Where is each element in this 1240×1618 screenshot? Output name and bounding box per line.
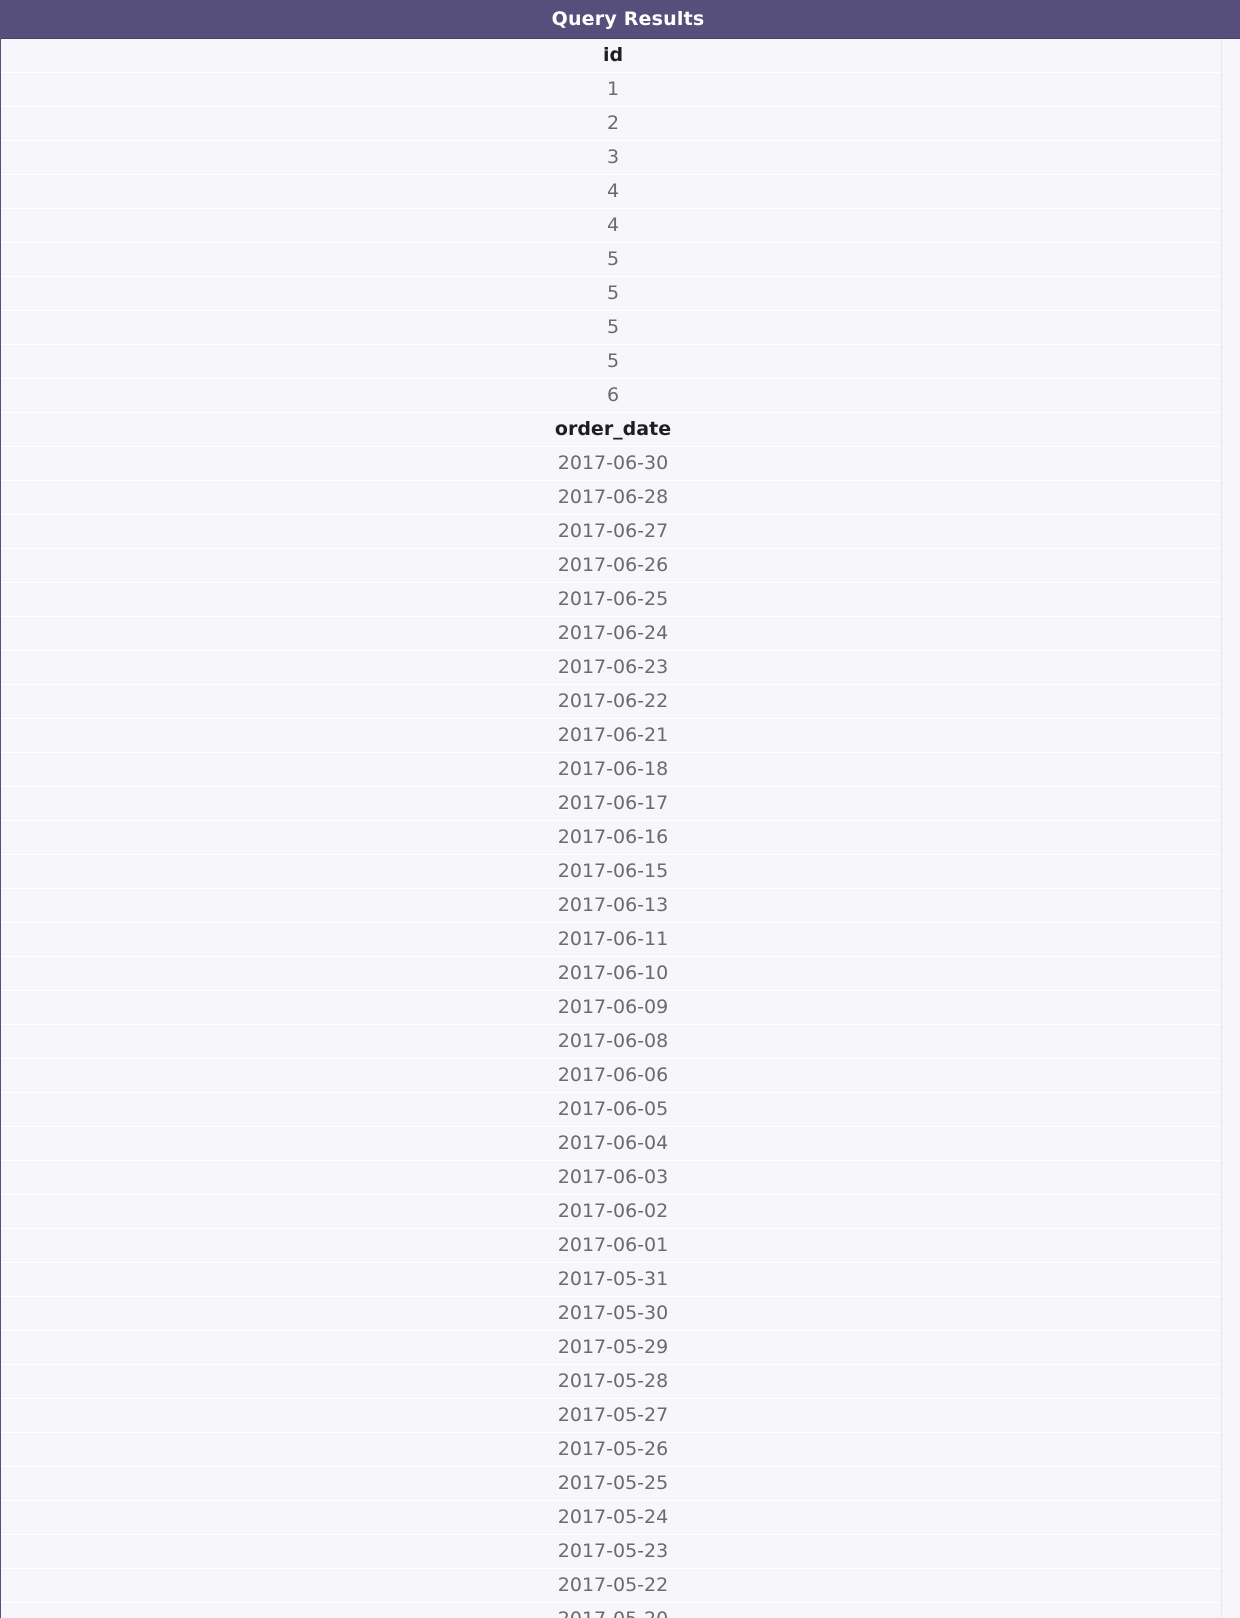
table-cell: 3: [0, 141, 1222, 175]
table-cell: 2017-06-27: [0, 515, 1222, 549]
table-cell: 2017-05-23: [0, 1535, 1222, 1569]
table-cell: 2017-06-28: [0, 481, 1222, 515]
results-title: Query Results: [551, 8, 705, 30]
table-cell: 2017-05-20: [0, 1603, 1222, 1618]
table-cell: 2017-06-04: [0, 1127, 1222, 1161]
table-cell: 2017-06-08: [0, 1025, 1222, 1059]
table-cell: 2017-05-26: [0, 1433, 1222, 1467]
table-cell: 5: [0, 345, 1222, 379]
table-cell: 2017-05-30: [0, 1297, 1222, 1331]
table-cell: 1: [0, 73, 1222, 107]
table-cell: 4: [0, 175, 1222, 209]
table-cell: 2017-06-18: [0, 753, 1222, 787]
table-cell: 2017-06-22: [0, 685, 1222, 719]
table-cell: 2017-06-24: [0, 617, 1222, 651]
table-cell: 2017-06-09: [0, 991, 1222, 1025]
table-cell: 2017-06-02: [0, 1195, 1222, 1229]
panel-left-border: [0, 0, 1, 1618]
table-cell: 5: [0, 277, 1222, 311]
table-cell: 5: [0, 311, 1222, 345]
table-cell: 2017-05-22: [0, 1569, 1222, 1603]
column-header-id: id: [0, 39, 1222, 73]
table-cell: 6: [0, 379, 1222, 413]
table-cell: 2017-06-03: [0, 1161, 1222, 1195]
table-cell: 2017-06-30: [0, 447, 1222, 481]
table-cell: 2017-06-13: [0, 889, 1222, 923]
table-cell: 2017-05-27: [0, 1399, 1222, 1433]
table-cell: 2017-06-11: [0, 923, 1222, 957]
table-cell: 2017-05-31: [0, 1263, 1222, 1297]
panel-right-border: [1221, 39, 1222, 1618]
table-cell: 2017-06-05: [0, 1093, 1222, 1127]
table-cell: 5: [0, 243, 1222, 277]
table-cell: 2017-05-28: [0, 1365, 1222, 1399]
table-cell: 2017-06-01: [0, 1229, 1222, 1263]
table-cell: 2017-06-16: [0, 821, 1222, 855]
table-cell: 2017-06-06: [0, 1059, 1222, 1093]
table-cell: 2: [0, 107, 1222, 141]
results-table: id 1 2 3 4 4 5 5 5 5 6 order_date 2017-06-30 2017-06-…: [0, 39, 1222, 1618]
table-cell: 2017-06-15: [0, 855, 1222, 889]
table-cell: 2017-06-17: [0, 787, 1222, 821]
table-cell: 2017-06-21: [0, 719, 1222, 753]
column-header-order-date: order_date: [0, 413, 1222, 447]
table-cell: 2017-06-10: [0, 957, 1222, 991]
table-cell: 2017-06-23: [0, 651, 1222, 685]
table-cell: 2017-06-25: [0, 583, 1222, 617]
table-cell: 4: [0, 209, 1222, 243]
table-cell: 2017-05-25: [0, 1467, 1222, 1501]
table-cell: 2017-05-24: [0, 1501, 1222, 1535]
table-cell: 2017-05-29: [0, 1331, 1222, 1365]
table-cell: 2017-06-26: [0, 549, 1222, 583]
results-header-bar: Query Results: [0, 0, 1240, 39]
